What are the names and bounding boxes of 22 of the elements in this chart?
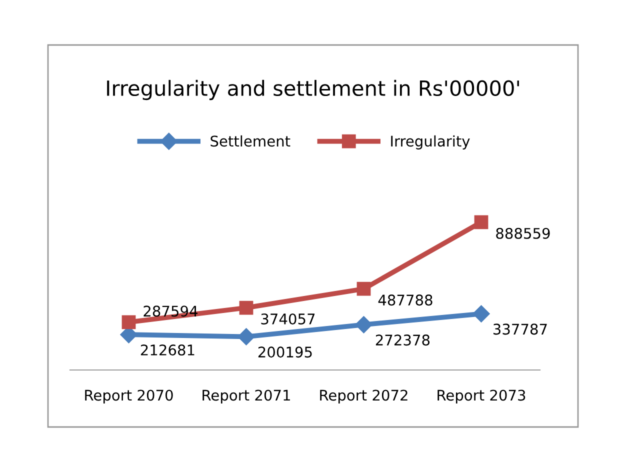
data-label: 487788 xyxy=(378,294,432,306)
point xyxy=(239,300,254,315)
data-label: 888559 xyxy=(496,228,550,239)
data-label: 374057 xyxy=(261,313,315,324)
data-label: 287594 xyxy=(144,306,198,317)
point xyxy=(355,316,372,334)
point xyxy=(474,215,488,230)
data-label: 337787 xyxy=(493,324,547,335)
data-label: 272378 xyxy=(376,334,430,346)
x-tick-label: Report 2070 xyxy=(85,390,173,404)
x-tick-label: Report 2073 xyxy=(438,390,526,404)
point xyxy=(122,315,136,330)
data-label: 212681 xyxy=(140,344,194,356)
data-label: 200195 xyxy=(258,346,312,358)
legend-label: Settlement xyxy=(210,135,290,147)
x-tick-label: Report 2071 xyxy=(202,390,290,404)
chart-title: Irregularity and settlement in Rs'00000' xyxy=(107,80,519,100)
point xyxy=(238,328,255,346)
point xyxy=(472,305,490,322)
point xyxy=(356,282,371,296)
legend-label: Irregularity xyxy=(391,135,470,150)
x-tick-label: Report 2072 xyxy=(320,390,408,404)
